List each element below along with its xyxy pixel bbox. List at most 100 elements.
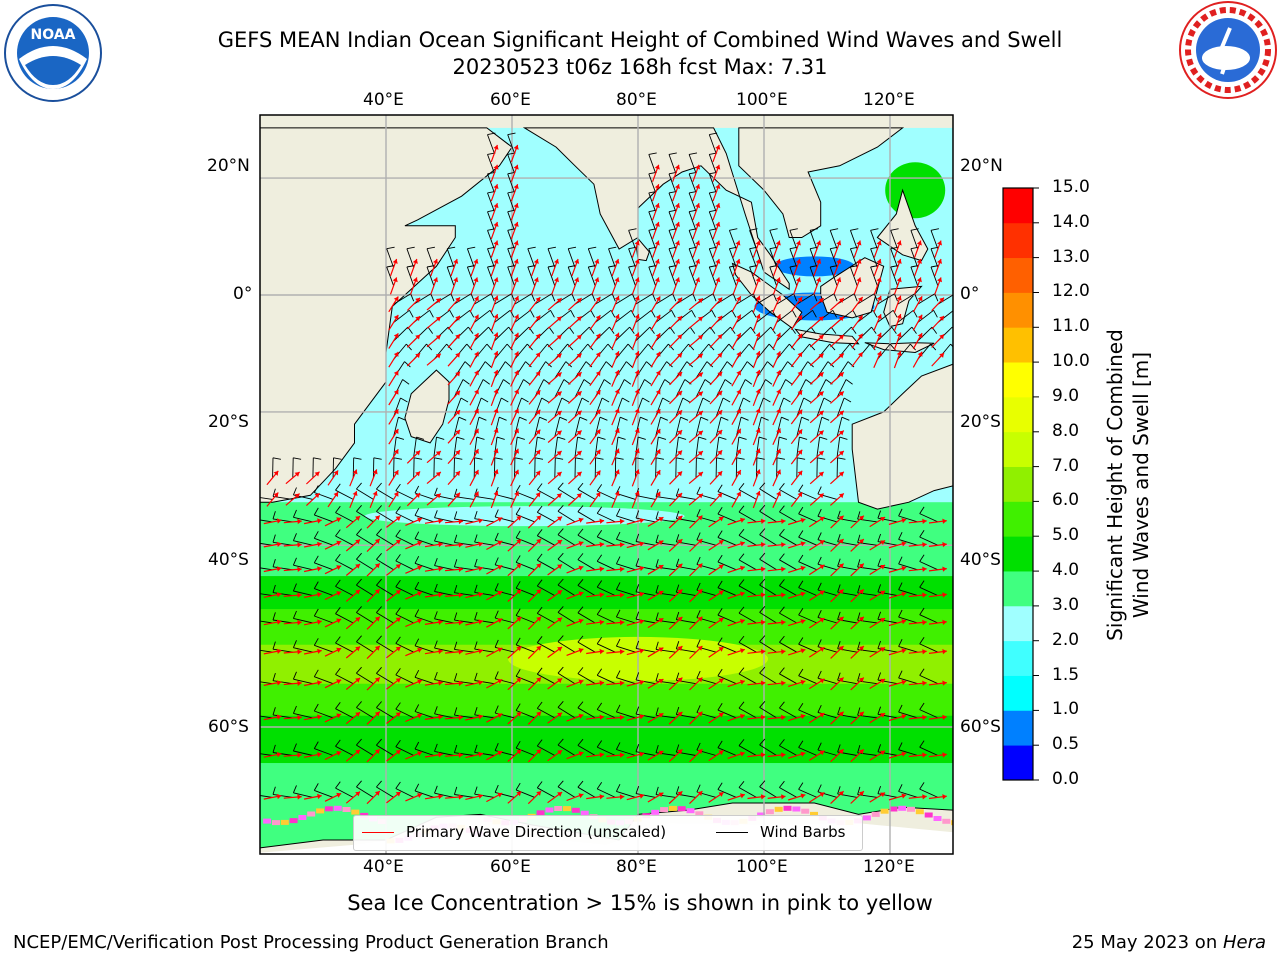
wave-direction-arrowhead [536,645,542,651]
wind-barb-flag [453,707,458,716]
wind-barb-flag [253,559,255,567]
wave-direction-arrowhead [474,370,479,376]
wind-barb [616,538,636,546]
wave-direction-arrowhead [493,240,499,246]
wind-barb-flag [453,559,458,568]
wave-direction-arrowhead [880,618,886,623]
wind-barb-flag [717,668,723,677]
wind-barb [616,616,636,624]
land-mass [883,285,923,328]
wind-barb-flag [557,738,564,746]
wind-barb [260,519,273,523]
wave-direction-arrowhead [674,277,680,283]
wind-barb [534,379,545,398]
wind-barb-flag [658,436,667,440]
wave-direction-arrowhead [718,792,724,797]
wave-direction-arrowhead [797,371,803,377]
wind-barb-flag [590,310,596,318]
wind-barb-flag [898,742,903,750]
wave-direction-arrowhead [717,430,723,435]
wind-barb-flag [536,505,543,513]
wind-barb [635,326,651,342]
wind-barb-flag [660,416,668,421]
wave-direction-arrowhead [939,316,944,321]
wave-direction-arrowhead [336,618,342,624]
wave-direction-arrowhead [901,518,907,524]
wind-barb-flag [950,343,953,348]
wind-barb-flag [700,416,709,421]
wind-barb [597,788,616,798]
wave-direction-arrowhead [574,277,580,283]
wind-barb-flag [474,534,478,543]
sea-ice-cell [942,818,951,824]
wind-barb [507,211,515,231]
wind-barb [597,674,616,685]
wind-barb [849,230,858,250]
wave-direction-arrowhead [458,714,463,721]
wave-direction-arrowhead [740,541,745,547]
wind-barb [738,511,757,523]
wind-barb-flag [272,488,276,497]
wind-barb-flag [577,635,584,643]
wind-barb-flag [583,379,591,385]
wind-barb-flag [253,489,255,497]
wind-barb [809,248,818,268]
wave-direction-arrowhead [775,277,781,283]
wind-barb [507,134,515,154]
wave-direction-arrowhead [614,277,620,283]
wind-barb-flag [857,673,861,682]
wind-barb [870,248,878,268]
wave-direction-arrowhead [513,222,519,227]
wind-barb [616,749,636,756]
wind-barb-flag [386,265,395,268]
wind-barb [708,248,717,268]
wind-barb-flag [596,636,603,645]
wave-direction-arrowhead [314,471,320,477]
wind-barb-flag [712,293,717,302]
wave-direction-arrowhead [514,332,519,338]
wave-direction-arrowhead [797,352,803,358]
wind-barb [635,793,656,798]
wind-barb [715,293,734,305]
wave-direction-arrowhead [634,389,640,394]
wind-barb-flag [414,741,420,750]
wind-barb-flag [356,701,362,708]
wind-barb [395,586,414,597]
wave-direction-arrowhead [922,680,927,686]
wind-barb-flag [792,310,797,318]
wind-barb-flag [466,343,473,351]
wind-barb-flag [356,666,362,674]
wave-direction-arrowhead [435,493,441,499]
wind-barb [577,612,596,624]
wind-barb [708,173,717,193]
wave-direction-arrowhead [497,792,503,798]
wave-direction-arrowhead [677,297,683,303]
wind-barb [857,752,878,756]
wind-barb-flag [668,209,677,213]
wave-direction-arrowhead [478,793,483,799]
wind-barb [557,641,576,653]
wind-barb-flag [536,701,543,709]
wave-direction-arrowhead [795,259,801,264]
wave-direction-arrowhead [516,617,522,622]
wave-direction-arrowhead [576,334,582,340]
sea-ice-cell [880,808,889,814]
wave-direction-arrowhead [516,563,522,569]
wind-barb-flag [696,532,701,541]
wind-barb-flag [547,265,556,268]
wind-barb [628,248,636,268]
wind-barb-flag [837,672,841,681]
wave-direction-arrowhead [717,352,723,358]
wind-barb [898,538,918,546]
wind-barb-flag [729,246,738,250]
wind-barb-flag [911,326,917,334]
wind-barb [574,417,581,437]
wind-barb-flag [779,701,785,709]
wave-direction-arrowhead [755,369,761,375]
wind-barb [717,789,737,798]
wave-direction-arrowhead [896,332,902,338]
wind-barb [453,397,462,417]
wind-barb-flag [779,436,788,440]
wind-barb-flag [857,585,861,593]
wave-direction-arrowhead [677,471,683,477]
